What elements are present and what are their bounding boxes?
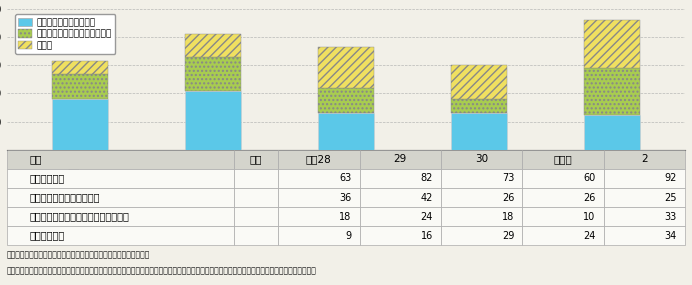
Text: ２：金融・不良債権関連事犯及び企業の経営等に係る違法事犯等以外の国民の経済活動の健全性又は信頼性に重大な影響を及ぼすおそれのある犯罪: ２：金融・不良債権関連事犯及び企業の経営等に係る違法事犯等以外の国民の経済活動の… bbox=[7, 266, 317, 275]
Legend: 金融・不良債権関連事犯, 企業の経営等に係る違法事犯等, その他: 金融・不良債権関連事犯, 企業の経営等に係る違法事犯等, その他 bbox=[15, 15, 116, 54]
Bar bbox=[584, 115, 640, 150]
Bar bbox=[52, 74, 108, 99]
Bar bbox=[451, 65, 507, 99]
Bar bbox=[451, 113, 507, 150]
Bar bbox=[52, 99, 108, 150]
Bar bbox=[584, 20, 640, 68]
Bar bbox=[52, 61, 108, 74]
Bar bbox=[451, 99, 507, 113]
Bar bbox=[185, 91, 241, 150]
Bar bbox=[318, 113, 374, 150]
Bar bbox=[584, 68, 640, 115]
Bar bbox=[318, 88, 374, 113]
Bar bbox=[185, 34, 241, 57]
Bar bbox=[185, 57, 241, 91]
Bar bbox=[318, 47, 374, 88]
Text: 注１：企業の経営等に係る違法事犯、証券取引事犯及び財政侵害事犯: 注１：企業の経営等に係る違法事犯、証券取引事犯及び財政侵害事犯 bbox=[7, 251, 150, 259]
